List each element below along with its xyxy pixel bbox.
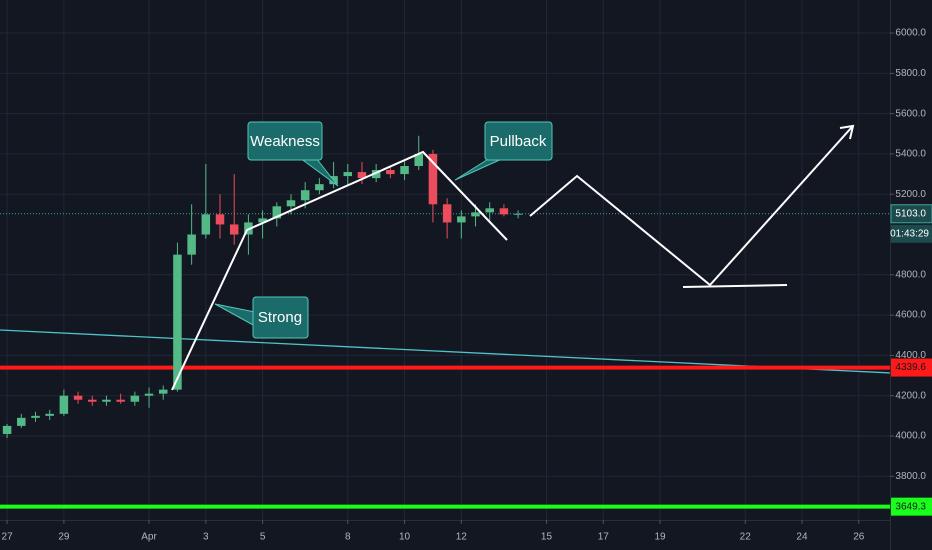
candle-body xyxy=(2,425,12,434)
drawings xyxy=(171,124,855,391)
candle-body xyxy=(300,190,310,201)
y-tick-label: 4400.0 xyxy=(895,350,926,361)
x-tick-label: Apr xyxy=(141,532,157,543)
y-tick-label: 5600.0 xyxy=(895,108,926,119)
callout-box xyxy=(484,121,553,161)
y-tick-label: 4800.0 xyxy=(895,269,926,280)
candle-body xyxy=(102,399,111,402)
candle-body xyxy=(428,153,438,205)
candle-body xyxy=(485,208,494,213)
candle-body xyxy=(59,395,69,414)
x-tick-label: 3 xyxy=(203,532,209,543)
candle-body xyxy=(386,170,395,175)
last-price-label: 5103.0 xyxy=(895,208,926,219)
countdown-label: 01:43:29 xyxy=(890,228,929,239)
candle-body xyxy=(17,417,26,426)
candle-body xyxy=(471,212,480,217)
x-tick-label: 24 xyxy=(796,532,808,543)
candle-body xyxy=(258,218,267,223)
candle-body xyxy=(31,415,40,418)
candle-body xyxy=(513,213,523,215)
hline-price-label: 4339.6 xyxy=(895,362,926,373)
last-price-box xyxy=(890,204,932,224)
candle-body xyxy=(272,206,282,219)
x-tick-label: 27 xyxy=(2,532,14,543)
x-tick-label: 5 xyxy=(260,532,266,543)
x-tick-label: 26 xyxy=(853,532,865,543)
projection-path xyxy=(529,126,853,287)
callout-text: Weakness xyxy=(250,133,320,150)
arrow-head xyxy=(839,124,855,140)
hline-price-box xyxy=(891,497,932,516)
callout-box xyxy=(247,121,323,161)
y-tick-label: 5800.0 xyxy=(895,68,926,79)
candle-body xyxy=(45,413,54,416)
candle-body xyxy=(229,224,239,235)
candle-body xyxy=(116,399,125,402)
candle-body xyxy=(201,214,211,235)
x-tick-label: 19 xyxy=(654,532,666,543)
y-tick-label: 5200.0 xyxy=(895,189,926,200)
candle-body xyxy=(499,208,509,215)
candle-body xyxy=(457,216,466,223)
support-mark xyxy=(682,284,788,288)
x-tick-label: 29 xyxy=(58,532,70,543)
y-tick-label: 4200.0 xyxy=(895,390,926,401)
candle-body xyxy=(88,399,97,402)
y-tick-label: 4000.0 xyxy=(895,431,926,442)
candle-body xyxy=(371,170,381,179)
candle-body xyxy=(187,234,196,255)
candle-body xyxy=(130,395,140,402)
candle-body xyxy=(400,166,409,175)
callout: Weakness xyxy=(247,121,339,187)
candle-body xyxy=(73,395,83,400)
candle-body xyxy=(343,172,353,177)
y-tick-label: 3800.0 xyxy=(895,471,926,482)
axes: 6000.0 5800.0 5600.0 5400.0 5200.0 4800.0 4600… xyxy=(2,28,932,543)
candle-body xyxy=(215,214,225,225)
y-tick-label: 5400.0 xyxy=(895,149,926,160)
candle-body xyxy=(442,204,452,223)
candle-body xyxy=(315,184,324,191)
y-tick-label: 4600.0 xyxy=(895,310,926,321)
y-tick-label: 6000.0 xyxy=(895,28,926,39)
candle-body xyxy=(144,393,154,396)
x-tick-label: 12 xyxy=(456,532,468,543)
x-tick-label: 15 xyxy=(541,532,553,543)
plot-area xyxy=(0,135,891,509)
callout: Pullback xyxy=(454,121,553,181)
callout-box xyxy=(252,296,309,339)
x-tick-label: 8 xyxy=(345,532,351,543)
candle-body xyxy=(414,153,423,167)
hline-price-box xyxy=(891,358,932,377)
callout-text: Strong xyxy=(258,309,302,326)
candle-body xyxy=(357,172,367,179)
x-tick-label: 10 xyxy=(399,532,411,543)
candle-body xyxy=(173,254,182,390)
x-tick-label: 17 xyxy=(598,532,610,543)
callout: Strong xyxy=(214,296,309,339)
countdown-box xyxy=(891,224,932,243)
candle-body xyxy=(286,200,296,207)
x-tick-label: 22 xyxy=(740,532,752,543)
hline-price-label: 3649.3 xyxy=(895,501,926,512)
candle-body xyxy=(158,389,168,394)
drawn-path xyxy=(171,150,508,391)
callout-text: Pullback xyxy=(490,133,547,150)
